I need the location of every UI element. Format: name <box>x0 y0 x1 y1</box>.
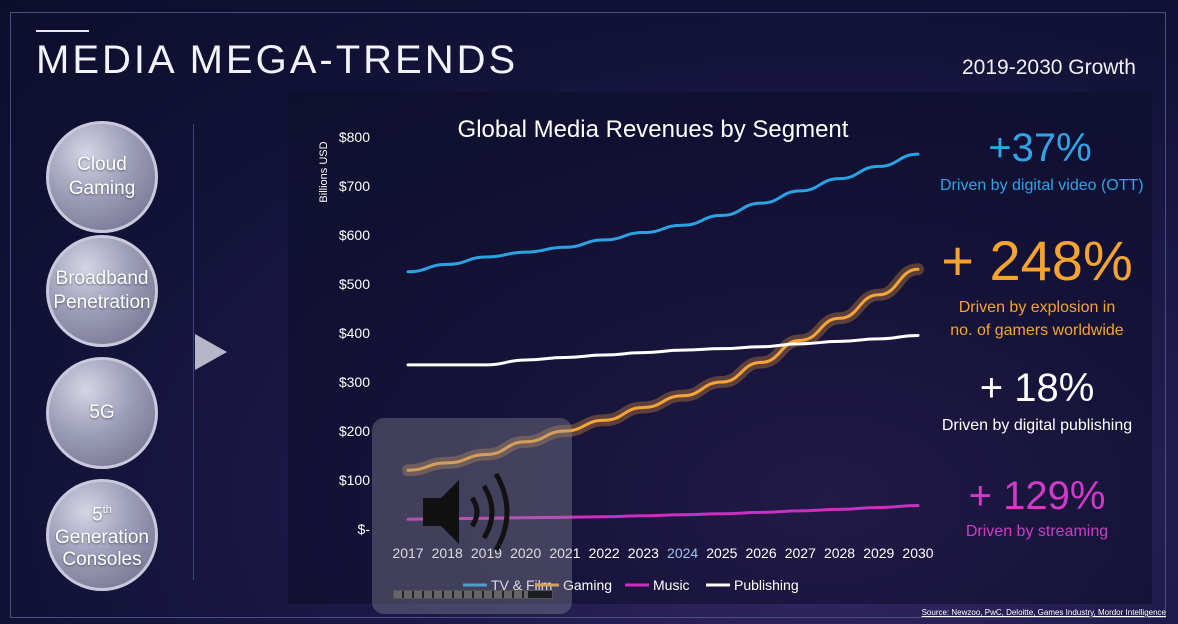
driver-label-sup: th <box>102 504 112 517</box>
x-tick-label: 2026 <box>745 545 776 561</box>
x-tick-label: 2023 <box>628 545 659 561</box>
slide-frame <box>10 12 1166 618</box>
driver-consoles: 5th Generation Consoles <box>46 479 158 591</box>
y-tick-label: $- <box>358 521 371 537</box>
y-tick-label: $300 <box>339 374 370 390</box>
y-tick-label: $200 <box>339 423 370 439</box>
speaker-volume-icon[interactable] <box>372 418 572 614</box>
driver-label: Cloud Gaming <box>68 154 136 199</box>
stat-gaming: + 248% Driven by explosion in no. of gam… <box>937 232 1137 342</box>
legend-label: Gaming <box>563 577 612 593</box>
series-tv-film-line <box>406 152 920 274</box>
stat-music: + 129% Driven by streaming <box>937 474 1137 543</box>
slide-title: MEDIA MEGA-TRENDS <box>36 38 519 82</box>
x-tick-label: 2029 <box>863 545 894 561</box>
stat-value: + 248% <box>941 229 1133 292</box>
stat-desc: Driven by digital video (OTT) <box>940 177 1144 194</box>
x-tick-label: 2018 <box>432 545 463 561</box>
legend-label: Publishing <box>734 577 799 593</box>
y-tick-label: $400 <box>339 325 370 341</box>
x-tick-label: 2021 <box>549 545 580 561</box>
driver-label-number: 5 <box>92 504 103 526</box>
y-tick-label: $600 <box>339 227 370 243</box>
growth-heading: 2019-2030 Growth <box>962 56 1136 79</box>
arrow-right-icon <box>195 334 227 370</box>
x-tick-label: 2017 <box>392 545 423 561</box>
driver-label: Broadband Penetration <box>53 268 151 313</box>
driver-label: Generation Consoles <box>54 526 149 570</box>
divider-line <box>193 124 194 580</box>
x-tick-label: 2028 <box>824 545 855 561</box>
x-tick-label: 2027 <box>785 545 816 561</box>
y-tick-label: $800 <box>339 129 370 145</box>
driver-label: 5G <box>89 402 115 423</box>
stat-desc: Driven by explosion in no. of gamers wor… <box>950 299 1124 339</box>
driver-cloud-gaming: Cloud Gaming <box>46 121 158 233</box>
stat-desc: Driven by digital publishing <box>941 417 1133 434</box>
media-progress-bar[interactable] <box>393 590 553 599</box>
media-progress-fill <box>394 591 529 598</box>
series-publishing-line <box>406 333 920 367</box>
driver-broadband: Broadband Penetration <box>46 235 158 347</box>
legend-label: Music <box>653 577 690 593</box>
stat-value: + 18% <box>979 366 1095 410</box>
legend-label: TV & Film <box>491 577 552 593</box>
media-control-overlay[interactable] <box>372 418 572 614</box>
x-tick-label: 2024 <box>667 545 698 561</box>
source-note[interactable]: Source: Newzoo, PwC, Deloitte, Games Ind… <box>921 608 1166 617</box>
stat-publishing: + 18% Driven by digital publishing <box>937 366 1137 437</box>
stat-desc: Driven by streaming <box>965 523 1109 540</box>
x-tick-label: 2030 <box>902 545 933 561</box>
y-tick-label: $100 <box>339 472 370 488</box>
chart-title: Global Media Revenues by Segment <box>458 116 849 143</box>
stat-tv-film: +37% Driven by digital video (OTT) <box>940 126 1144 197</box>
series-gaming-line <box>406 267 920 472</box>
driver-5g: 5G <box>46 357 158 469</box>
stat-value: + 129% <box>968 474 1106 518</box>
x-tick-label: 2025 <box>706 545 737 561</box>
x-tick-label: 2022 <box>589 545 620 561</box>
y-tick-label: $700 <box>339 178 370 194</box>
y-axis-label: Billions USD <box>318 141 330 202</box>
x-tick-label: 2020 <box>510 545 541 561</box>
stat-value: +37% <box>988 126 1092 170</box>
title-accent-bar <box>36 30 89 32</box>
y-tick-label: $500 <box>339 276 370 292</box>
